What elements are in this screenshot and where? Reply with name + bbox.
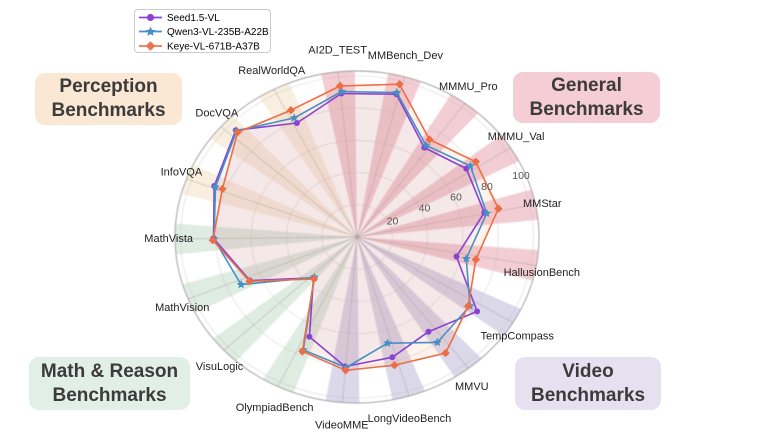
svg-text:100: 100 — [512, 170, 530, 182]
svg-text:Seed1.5-VL: Seed1.5-VL — [167, 13, 220, 24]
svg-text:RealWorldQA: RealWorldQA — [238, 65, 306, 77]
svg-text:DocVQA: DocVQA — [195, 107, 238, 119]
svg-text:OlympiadBench: OlympiadBench — [236, 402, 314, 414]
svg-text:MMBench_Dev: MMBench_Dev — [368, 50, 444, 62]
svg-text:80: 80 — [481, 181, 493, 193]
svg-text:60: 60 — [450, 191, 462, 203]
svg-text:VideoMME: VideoMME — [315, 419, 369, 431]
svg-text:Keye-VL-671B-A37B: Keye-VL-671B-A37B — [167, 42, 260, 53]
svg-text:MMVU: MMVU — [455, 381, 489, 393]
svg-text:20: 20 — [387, 216, 399, 228]
svg-text:40: 40 — [419, 203, 431, 215]
svg-text:MathVista: MathVista — [144, 233, 194, 245]
svg-text:InfoVQA: InfoVQA — [161, 167, 203, 179]
svg-text:VisuLogic: VisuLogic — [196, 361, 244, 373]
svg-text:MMMU_Pro: MMMU_Pro — [439, 81, 498, 93]
svg-text:MathVision: MathVision — [155, 302, 209, 314]
svg-text:LongVideoBench: LongVideoBench — [368, 413, 452, 425]
svg-text:MMStar: MMStar — [523, 198, 562, 210]
svg-text:HallusionBench: HallusionBench — [504, 267, 580, 279]
svg-text:Qwen3-VL-235B-A22B: Qwen3-VL-235B-A22B — [167, 27, 269, 38]
svg-text:TempCompass: TempCompass — [481, 331, 555, 343]
svg-text:MMMU_Val: MMMU_Val — [488, 131, 545, 143]
svg-text:AI2D_TEST: AI2D_TEST — [308, 44, 367, 56]
